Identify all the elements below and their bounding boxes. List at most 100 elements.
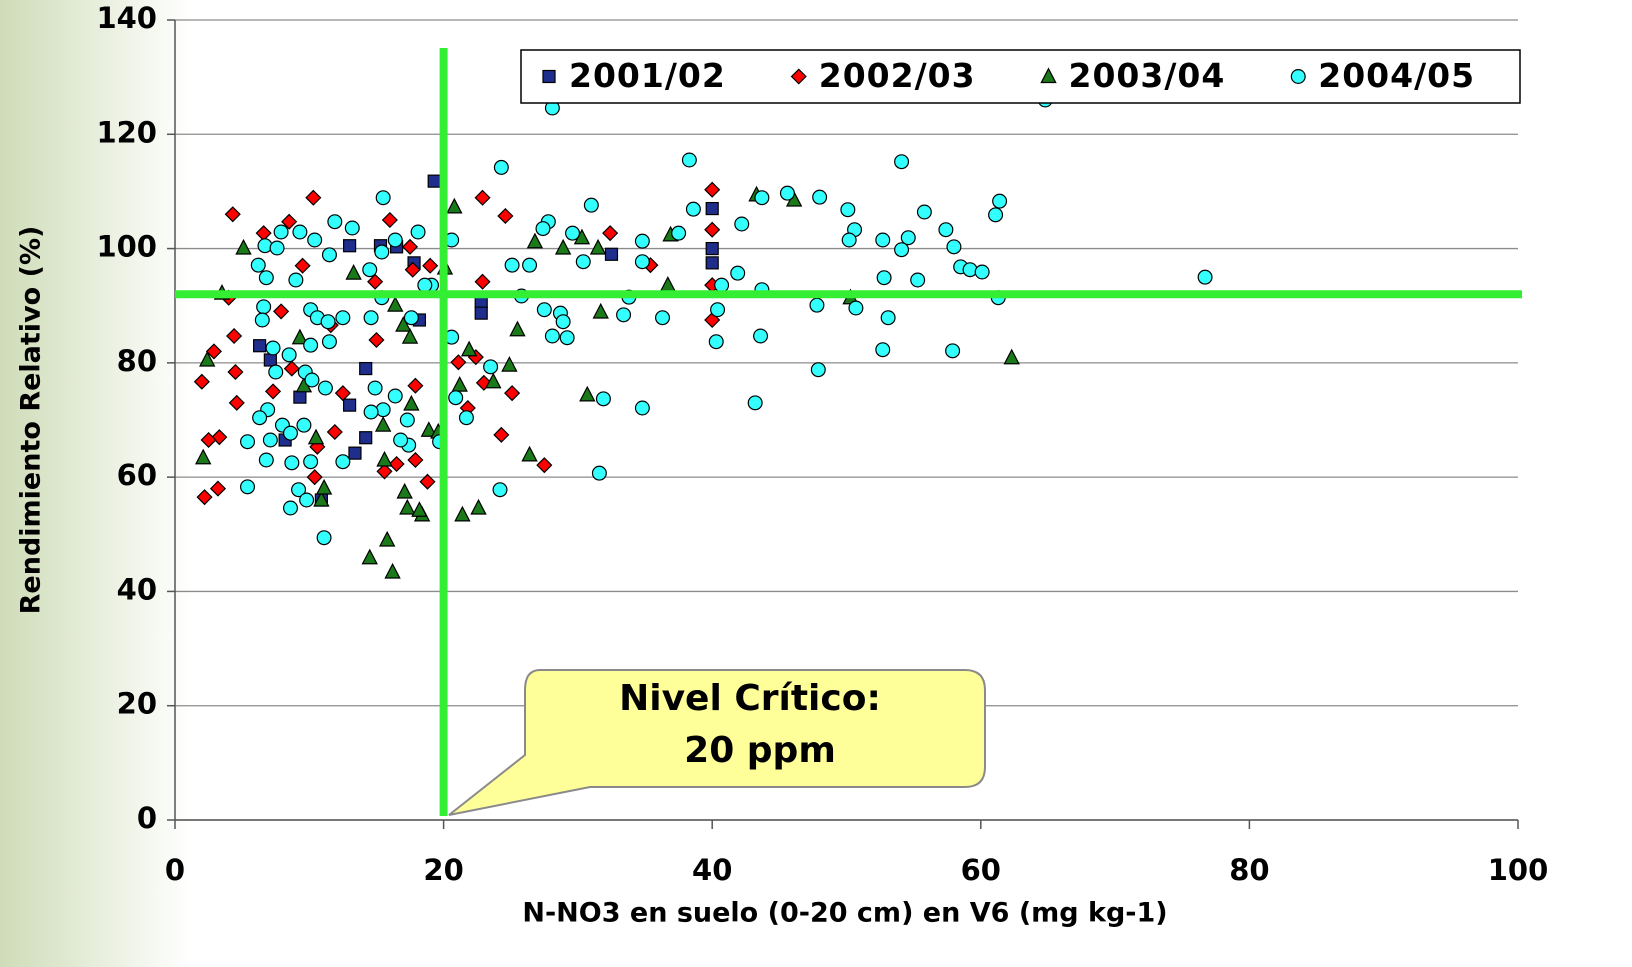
marker-square	[263, 353, 277, 367]
marker-circle	[284, 455, 300, 471]
marker-diamond	[226, 327, 243, 345]
marker-circle	[894, 154, 910, 170]
x-axis-title: N-NO3 en suelo (0-20 cm) en V6 (mg kg-1)	[522, 898, 1167, 929]
marker-circle	[393, 432, 409, 448]
marker-circle	[240, 479, 256, 495]
marker-triangle	[235, 238, 252, 255]
marker-diamond	[281, 213, 298, 230]
marker-triangle	[379, 530, 396, 547]
marker-circle	[281, 347, 297, 363]
marker-circle	[841, 232, 857, 248]
marker-circle	[335, 454, 351, 470]
marker-diamond	[474, 273, 491, 290]
marker-circle	[367, 380, 383, 396]
marker-triangle	[313, 490, 330, 507]
marker-triangle	[460, 340, 478, 357]
marker-circle	[734, 216, 750, 232]
marker-circle	[417, 277, 433, 293]
marker-diamond	[334, 385, 351, 402]
marker-circle	[256, 299, 272, 315]
marker-circle	[504, 257, 520, 273]
y-tick-label: 20	[117, 687, 157, 721]
marker-diamond	[273, 303, 290, 320]
marker-circle	[344, 220, 360, 236]
marker-diamond	[704, 221, 721, 238]
marker-circle	[910, 272, 926, 288]
marker-diamond	[205, 343, 222, 360]
y-tick-label: 60	[117, 458, 157, 492]
marker-diamond	[536, 457, 553, 474]
marker-triangle	[376, 450, 393, 467]
marker-circle	[317, 380, 333, 396]
marker-diamond	[255, 225, 272, 242]
x-tick-label: 20	[423, 853, 463, 887]
marker-square	[342, 239, 357, 253]
legend-box	[520, 49, 1521, 104]
marker-triangle	[361, 548, 378, 565]
marker-square	[474, 306, 488, 320]
marker-circle	[916, 204, 932, 220]
marker-circle	[262, 432, 278, 448]
marker-triangle	[403, 394, 420, 411]
marker-diamond	[306, 469, 323, 486]
marker-circle	[250, 257, 266, 273]
marker-circle	[335, 310, 351, 326]
marker-triangle	[501, 356, 518, 372]
marker-circle	[1197, 269, 1213, 285]
marker-triangle	[315, 478, 333, 495]
y-tick-label: 40	[117, 572, 157, 606]
marker-circle	[257, 238, 273, 254]
marker-triangle	[195, 448, 212, 465]
marker-circle	[387, 388, 403, 404]
marker-circle	[410, 224, 426, 240]
marker-circle	[974, 264, 990, 280]
marker-circle	[875, 232, 891, 248]
marker-triangle	[592, 302, 609, 319]
marker-diamond	[211, 429, 228, 446]
marker-circle	[754, 190, 770, 206]
marker-circle	[962, 262, 978, 278]
marker-square	[359, 361, 373, 376]
marker-diamond	[305, 189, 322, 206]
marker-circle	[535, 221, 551, 237]
marker-triangle	[399, 498, 416, 515]
marker-diamond	[388, 455, 405, 473]
marker-square	[705, 256, 719, 270]
marker-circle	[483, 359, 499, 375]
marker-circle	[655, 310, 671, 326]
marker-circle	[591, 465, 607, 481]
y-axis-title: Rendimiento Relativo (%)	[16, 226, 47, 615]
marker-triangle	[1003, 348, 1020, 365]
marker-diamond	[367, 273, 384, 290]
marker-circle	[616, 307, 632, 323]
marker-circle	[536, 302, 552, 318]
marker-square	[427, 174, 441, 188]
marker-circle	[522, 257, 538, 273]
marker-circle	[938, 222, 954, 238]
marker-circle	[710, 302, 726, 318]
marker-circle	[316, 530, 332, 546]
marker-square	[342, 398, 357, 412]
marker-circle	[363, 310, 379, 326]
marker-circle	[555, 314, 571, 330]
marker-diamond	[376, 463, 393, 480]
legend-label: 2004/05	[1318, 56, 1475, 95]
marker-circle	[296, 417, 312, 433]
marker-triangle	[451, 376, 468, 392]
marker-diamond	[704, 311, 721, 329]
marker-circle	[945, 343, 961, 359]
marker-square	[253, 339, 267, 353]
marker-circle	[900, 230, 916, 246]
marker-circle	[292, 224, 308, 240]
marker-diamond	[193, 373, 210, 390]
marker-circle	[362, 262, 378, 278]
marker-diamond	[497, 207, 514, 225]
marker-circle	[681, 152, 697, 168]
marker-circle	[303, 454, 319, 470]
marker-circle	[327, 214, 343, 230]
marker-circle	[374, 244, 390, 260]
marker-circle	[714, 277, 730, 293]
marker-circle	[320, 314, 336, 330]
x-tick-label: 40	[692, 853, 732, 887]
marker-triangle	[384, 562, 401, 579]
